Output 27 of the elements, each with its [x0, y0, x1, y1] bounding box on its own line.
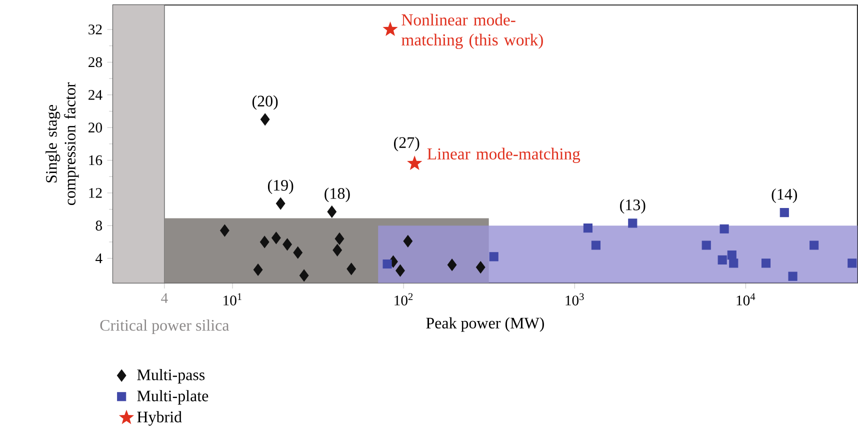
y-tick-label: 28: [88, 57, 102, 68]
x-tick-label: 10$^{2}$: [394, 293, 413, 306]
annotation: (14): [772, 188, 798, 204]
annotation: (19): [268, 180, 294, 194]
y-tick-label: 24: [88, 90, 102, 100]
y-tick-label: 32: [88, 24, 102, 35]
x-tick-label: 10$^{4}$: [736, 293, 756, 306]
y-tick-label: 20: [88, 122, 102, 133]
band-label: Critical power silica: [100, 320, 230, 334]
x-tick-label: 4: [161, 293, 168, 304]
x-tick-label: 10$^{3}$: [566, 293, 584, 306]
annotation: (20): [252, 95, 278, 110]
y-tick-label: 8: [96, 220, 102, 231]
y-tick-label: 16: [89, 155, 102, 166]
x-axis-title: Peak power (MW): [426, 317, 544, 332]
annotation: Nonlinear mode-matching (this work): [402, 14, 543, 50]
annotation: (18): [324, 188, 350, 202]
y-axis-title: Single stage compression factor: [46, 82, 79, 206]
legend-label: Multi-pass: [137, 369, 205, 384]
annotation: (27): [394, 136, 420, 152]
x-tick-label: 10$^{1}$: [224, 293, 242, 306]
legend-label: Multi-plate: [137, 390, 208, 405]
annotation: Linear mode-matching: [427, 148, 580, 164]
y-tick-label: 12: [89, 188, 102, 198]
legend-label: Hybrid: [137, 411, 182, 426]
annotation: (13): [620, 199, 646, 214]
y-tick-label: 4: [96, 254, 102, 264]
